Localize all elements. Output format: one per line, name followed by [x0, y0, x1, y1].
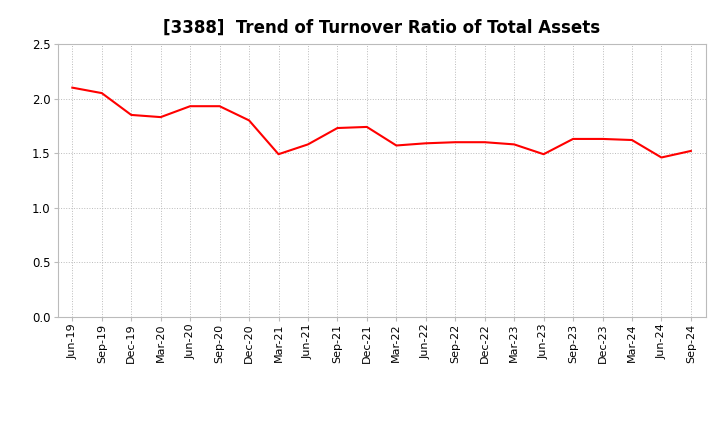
Title: [3388]  Trend of Turnover Ratio of Total Assets: [3388] Trend of Turnover Ratio of Total …	[163, 19, 600, 37]
